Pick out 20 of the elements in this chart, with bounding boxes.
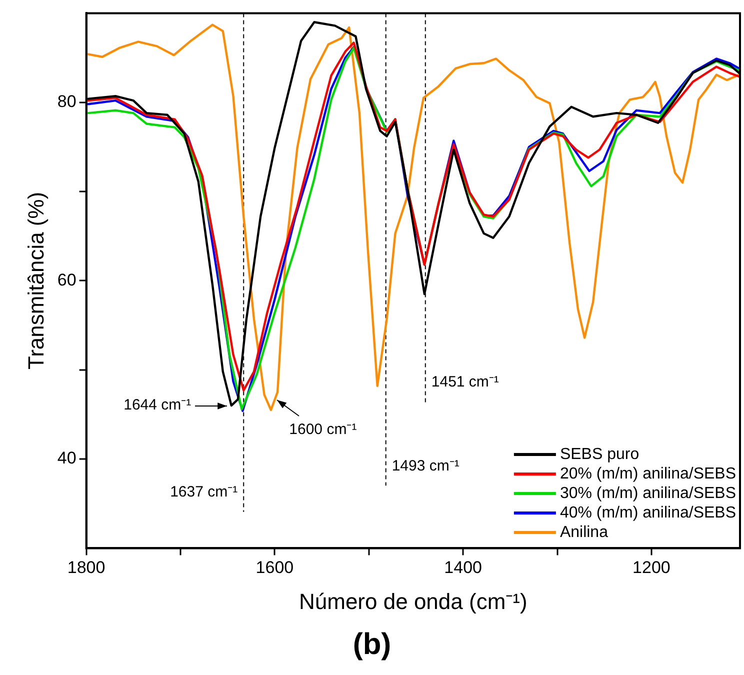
legend-label: Anilina (560, 524, 608, 541)
x-tick-label: 1800 (67, 558, 106, 578)
legend-label: 20% (m/m) anilina/SEBS (560, 465, 736, 482)
legend-label: 30% (m/m) anilina/SEBS (560, 484, 736, 502)
y-axis-title: Transmitância (%) (23, 192, 48, 370)
y-tick-label: 40 (57, 448, 76, 468)
legend-label: SEBS puro (560, 446, 640, 463)
x-tick-label: 1400 (444, 558, 482, 578)
ref-line-label: 1451 cm⁻¹ (431, 373, 499, 390)
legend-label: 40% (m/m) anilina/SEBS (560, 504, 736, 522)
y-tick-label: 80 (57, 92, 76, 112)
y-tick-label: 60 (57, 270, 76, 290)
text: (b) (352, 627, 392, 663)
x-axis-title: Número de onda (cm⁻¹) (299, 588, 528, 614)
x-tick-label: 1200 (632, 558, 670, 578)
annotation: 1600 cm⁻¹ (289, 421, 357, 438)
ref-line-label: 1493 cm⁻¹ (392, 457, 460, 474)
ref-line-label: 1637 cm⁻¹ (170, 484, 238, 501)
annotation: 1644 cm⁻¹ (124, 396, 192, 414)
x-tick-label: 1600 (256, 558, 294, 578)
